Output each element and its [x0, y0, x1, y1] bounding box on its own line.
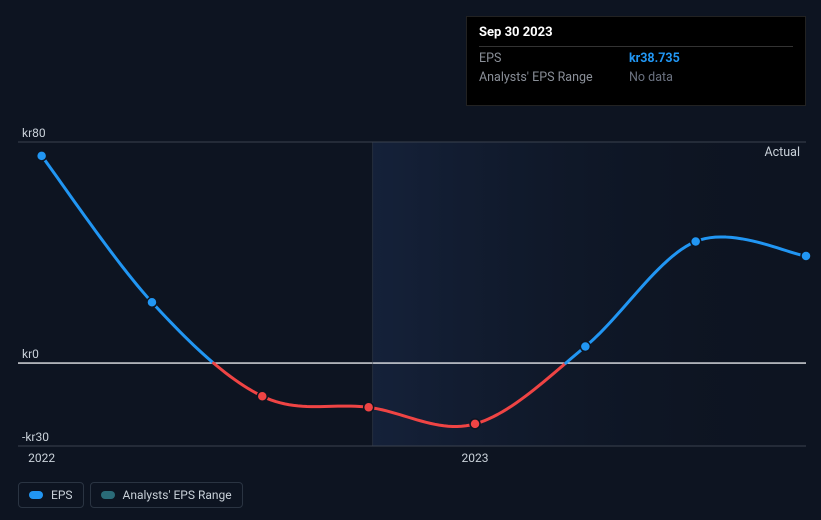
legend-label: Analysts' EPS Range: [123, 488, 232, 502]
legend-eps[interactable]: EPS: [18, 482, 84, 508]
tooltip-value-eps: kr38.735: [629, 51, 680, 66]
actual-region: [373, 142, 806, 446]
tooltip-row-range: Analysts' EPS Range No data: [479, 66, 793, 85]
eps-point[interactable]: [470, 419, 480, 429]
legend-label: EPS: [51, 488, 73, 502]
y-tick-label: -kr30: [22, 430, 49, 444]
x-tick-label: 2022: [28, 451, 55, 465]
eps-point[interactable]: [691, 236, 701, 246]
tooltip-label: EPS: [479, 51, 629, 66]
tooltip-row-eps: EPS kr38.735: [479, 47, 793, 66]
legend-swatch-eps: [29, 491, 43, 499]
y-tick-label: kr0: [22, 347, 39, 361]
eps-point[interactable]: [364, 402, 374, 412]
x-tick-label: 2023: [462, 451, 489, 465]
legend-swatch-range: [101, 491, 115, 499]
eps-point[interactable]: [257, 391, 267, 401]
eps-point[interactable]: [37, 151, 47, 161]
y-tick-label: kr80: [22, 126, 46, 140]
eps-point[interactable]: [801, 251, 811, 261]
eps-point[interactable]: [580, 342, 590, 352]
legend-analysts-range[interactable]: Analysts' EPS Range: [90, 482, 243, 508]
chart-tooltip: Sep 30 2023 EPS kr38.735 Analysts' EPS R…: [466, 16, 806, 106]
eps-point[interactable]: [147, 297, 157, 307]
eps-line-segment: [42, 156, 214, 363]
tooltip-label: Analysts' EPS Range: [479, 70, 629, 85]
tooltip-date: Sep 30 2023: [479, 25, 793, 47]
actual-label: Actual: [764, 145, 800, 160]
chart-legend: EPS Analysts' EPS Range: [18, 482, 243, 508]
eps-chart-container: kr80 kr0 -kr30 Actual 2022 2023 Sep 30 2023 E…: [0, 0, 821, 520]
tooltip-value-none: No data: [629, 70, 673, 85]
